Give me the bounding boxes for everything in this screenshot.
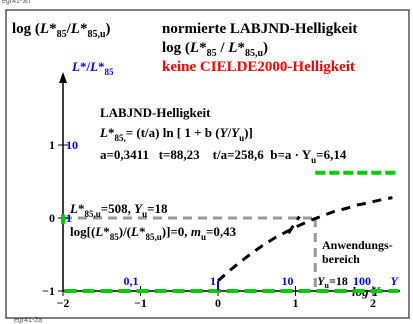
x-linear-tick-label: 1 <box>210 274 216 288</box>
title-warning: keine CIELDE2000-Helligkeit <box>162 59 355 75</box>
y-axis-label: L*/L*85 <box>71 59 114 77</box>
formula-title: LABJND-Helligkeit <box>100 105 211 120</box>
x-linear-tick-label: 100 <box>353 274 371 288</box>
y-linear-tick-label: 1 <box>66 211 72 225</box>
formula-params: a=0,3411 t=88,23 t/a=258,6 b=a · Yu=6,14 <box>100 147 347 165</box>
yu-label: Yu=18 <box>317 274 348 290</box>
x-tick-label: −2 <box>57 296 70 310</box>
y-linear-tick-label: 10 <box>66 138 78 152</box>
reference-label: L*85,u=508, Yu=18 <box>69 201 168 219</box>
x-tick-label: 2 <box>370 296 376 310</box>
formula: L*85,= (t/a) ln [ 1 + b (Y/Yu)] <box>99 125 253 143</box>
curve-series-0 <box>217 196 393 282</box>
curve-series-1 <box>287 215 301 235</box>
application-label-line-2: bereich <box>322 252 360 266</box>
y-tick-label: 0 <box>49 211 55 225</box>
title-left: log (L*85/L*85,u) <box>12 21 111 40</box>
x-linear-tick-label: 10 <box>282 274 294 288</box>
x-tick-label: 1 <box>293 296 299 310</box>
x-linear-tick-label: 0,1 <box>124 274 139 288</box>
title-line-2: log (L*85 / L*85,u) <box>162 40 268 59</box>
x-tick-label: 0 <box>215 296 221 310</box>
y-tick-label: −1 <box>42 284 55 298</box>
y-tick-label: 1 <box>49 138 55 152</box>
plot-frame <box>5 9 410 319</box>
y-axis-arrow <box>59 72 67 83</box>
reference-log-label: log[(L*85)/(L*85,u)]=0, mu=0,43 <box>70 224 237 242</box>
title-line-1: normierte LABJND-Helligkeit <box>162 21 357 37</box>
figure-code-top: egr41-3n <box>2 0 31 5</box>
x-tick-label: −1 <box>134 296 147 310</box>
figure-code-bottom: egr41-2a <box>14 317 43 324</box>
application-label-line-1: Anwendungs- <box>322 238 393 252</box>
x-linear-unit-label: Y <box>390 274 399 288</box>
